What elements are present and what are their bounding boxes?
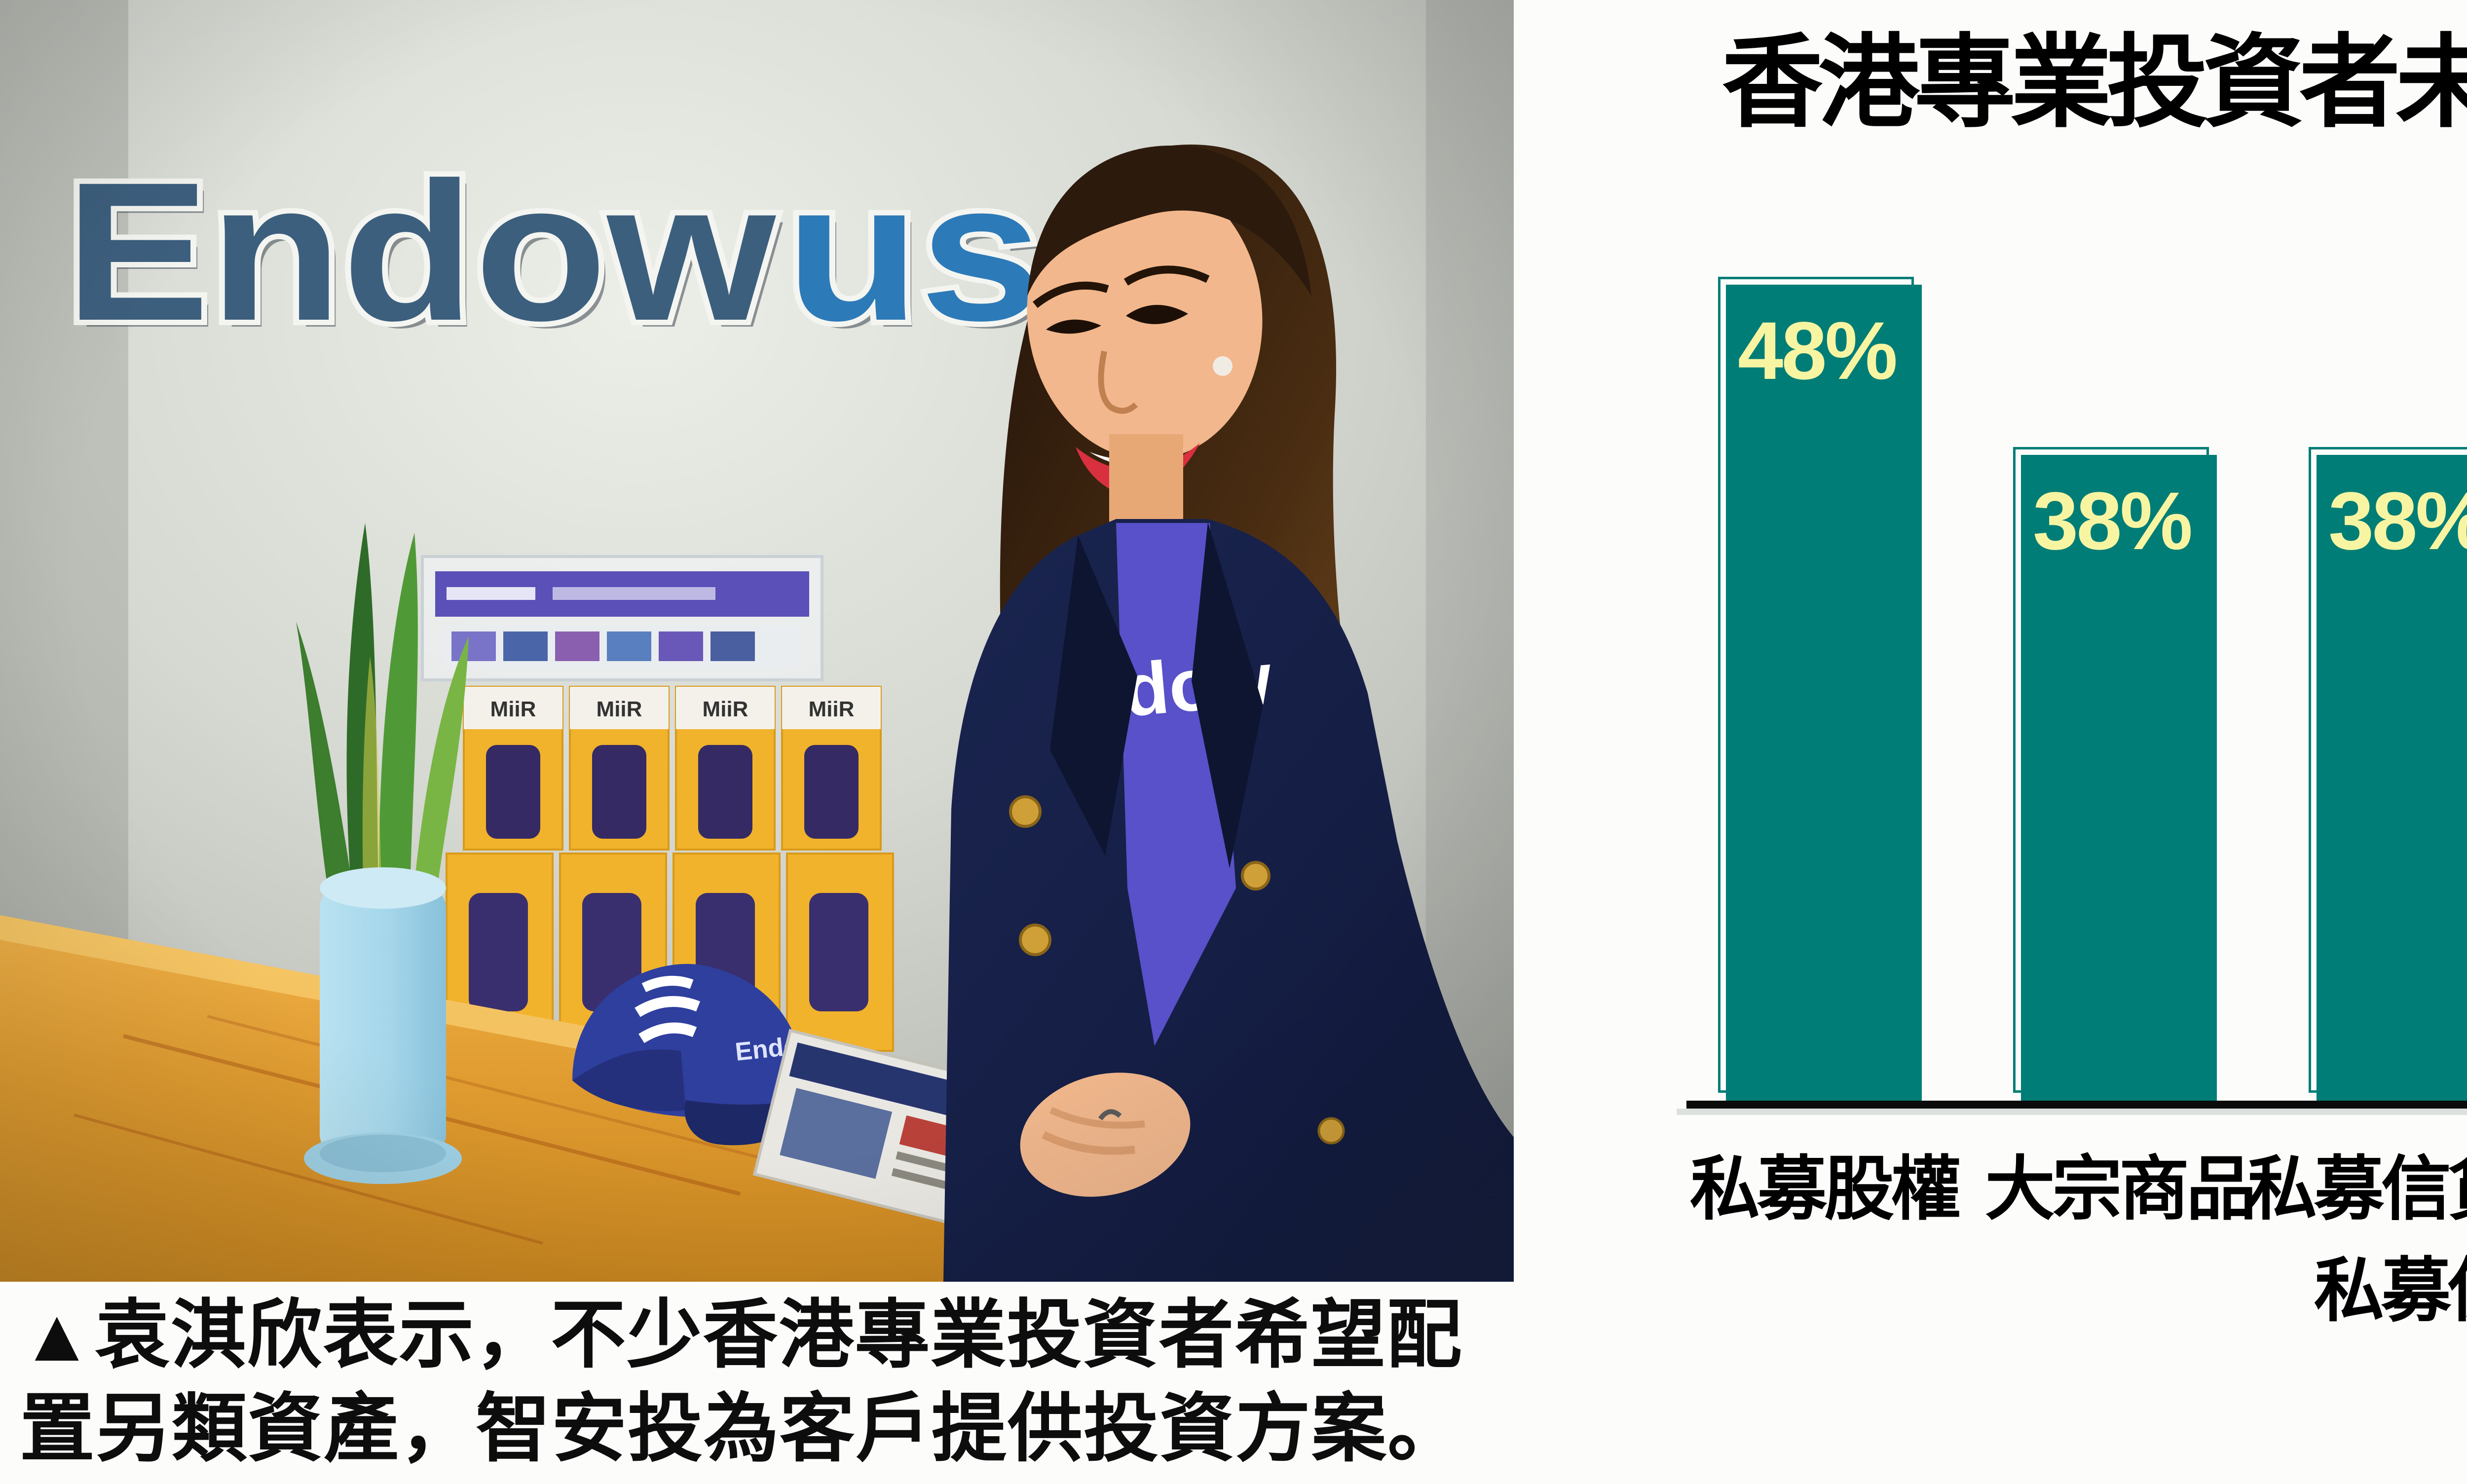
- bar-group-3: 38%: [2309, 447, 2467, 1101]
- photo-caption-line1: ▲袁淇欣表示，不少香港專業投資者希望配: [20, 1294, 1463, 1377]
- bar-value-label: 48%: [1738, 305, 1898, 397]
- photo-caption: ▲袁淇欣表示，不少香港專業投資者希望配 置另類資產，智安投為客戶提供投資方案。: [20, 1289, 1604, 1476]
- office-photo: Endow us Endow us Endow us MiiR MiiR: [0, 0, 1514, 1282]
- chart-plot-area: 48%私募股權38%大宗商品38%私募信貸／私募債37%房地產36%對沖基金27…: [1658, 0, 2467, 1467]
- axis-category-label: 私募信貸／私募債: [2247, 1150, 2467, 1330]
- bar-group-2: 38%: [2013, 447, 2217, 1101]
- bar: 38%: [2021, 455, 2217, 1101]
- axis-category-label: 私募股權: [1690, 1150, 1961, 1228]
- bar-chart-panel: 香港專業投資者未來一年希望擁有的投資工具 48% 私募股權 38% 大宗商品 38% 私募…: [1658, 0, 2467, 1467]
- photo-caption-line2: 置另類資產，智安投為客戶提供投資方案。: [20, 1388, 1463, 1471]
- bar-value-label: 38%: [2033, 476, 2193, 567]
- axis-category-label: 大宗商品: [1985, 1150, 2256, 1228]
- bar-group-1: 48%: [1718, 277, 1922, 1101]
- bar-value-label: 38%: [2328, 476, 2467, 567]
- office-photo-svg: Endow us Endow us Endow us MiiR MiiR: [0, 0, 1514, 1282]
- chart-title: 香港專業投資者未來一年希望擁有的投資工具: [1722, 26, 2467, 139]
- photo-vignette: [0, 0, 1514, 1282]
- bar: 48%: [1726, 285, 1922, 1101]
- axis-under-band: [1677, 1109, 2467, 1115]
- x-axis-line: [1686, 1101, 2467, 1109]
- bar: 38%: [2317, 455, 2467, 1101]
